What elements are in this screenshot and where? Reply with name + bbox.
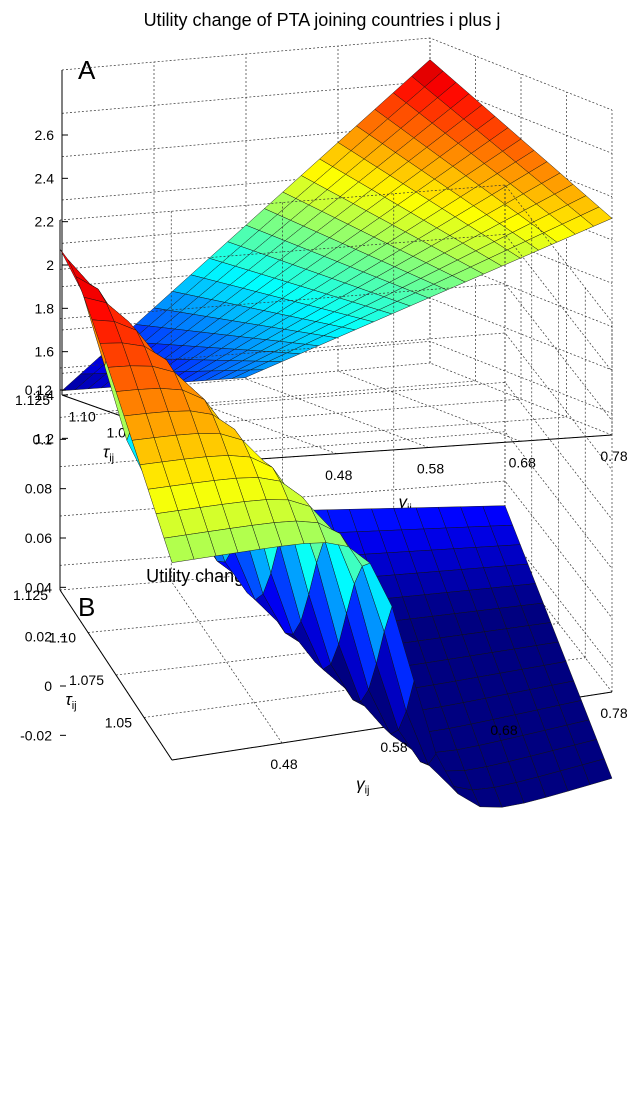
- y-axis-label: τij: [65, 690, 76, 712]
- grid-line: [59, 184, 613, 323]
- y-axis-label: τij: [103, 443, 114, 465]
- chart-title: Utility change of PTA joining countries …: [143, 10, 501, 30]
- x-tick-label: 0.68: [509, 454, 536, 470]
- y-axis-label-sub: ij: [109, 453, 114, 465]
- grid-line: [59, 283, 613, 421]
- z-tick-label: 0.04: [25, 579, 52, 595]
- y-tick-label: 1.10: [49, 630, 76, 646]
- z-tick-label: 1.2: [35, 430, 55, 446]
- z-tick-label: 0.1: [33, 431, 53, 447]
- x-tick-label: 0.68: [490, 722, 517, 738]
- x-axis-label: γij: [356, 774, 369, 796]
- grid-line: [170, 581, 283, 744]
- x-tick-label: 0.48: [270, 756, 297, 772]
- z-tick-label: 0: [44, 678, 52, 694]
- surface: [59, 248, 613, 808]
- z-tick-label: 2: [46, 257, 54, 273]
- z-tick-label: 1.8: [35, 300, 55, 316]
- panel-label: B: [78, 592, 96, 622]
- grid-line: [59, 233, 613, 372]
- x-axis-label-sub: ij: [365, 784, 370, 796]
- grid-line: [59, 332, 613, 471]
- z-tick-label: 0.02: [25, 629, 52, 645]
- y-tick-label: 1.125: [15, 392, 50, 408]
- surface-patch: [163, 534, 195, 563]
- chart-panel-b: Utility change of BIT joining countries …: [0, 184, 644, 1093]
- y-tick-label: 1.125: [13, 587, 48, 603]
- z-tick-label: 0.08: [25, 481, 52, 497]
- grid-line: [61, 297, 613, 371]
- grid-line: [61, 37, 613, 111]
- z-tick-label: 1.6: [35, 344, 55, 360]
- z-tick-label: 1.4: [35, 387, 55, 403]
- grid-line: [61, 80, 613, 154]
- z-tick-label: 2.4: [35, 170, 55, 186]
- z-tick-label: 2.6: [35, 127, 55, 143]
- surface-plot-b: -0.02 0 0.02 0.04 0.06 0.08 0.1 0.12 0.48 0.58 0.6…: [13, 184, 628, 808]
- y-axis-label-sub: ij: [72, 700, 77, 712]
- x-tick-label: 0.78: [600, 448, 627, 464]
- z-tick-label: 0.06: [25, 530, 52, 546]
- gamma-axis: [244, 434, 613, 461]
- z-tick-label: 2.2: [35, 214, 55, 230]
- x-tick-label: 0.58: [380, 739, 407, 755]
- x-tick-label: 0.58: [417, 461, 444, 477]
- x-tick-label: 0.78: [600, 705, 627, 721]
- z-tick-label: -0.02: [20, 727, 52, 743]
- y-tick-label: 1.05: [105, 715, 132, 731]
- x-tick-label: 0.48: [325, 467, 352, 483]
- y-tick-label: 1.10: [69, 408, 96, 424]
- surface-patch: [231, 369, 264, 379]
- panel-label: A: [78, 55, 96, 85]
- y-tick-label: 1.075: [69, 672, 104, 688]
- grid-line: [429, 362, 613, 436]
- tau-axis: [59, 589, 173, 761]
- z-tick-label: 0.12: [25, 382, 52, 398]
- grid-line: [61, 340, 613, 414]
- grid-line: [337, 370, 521, 442]
